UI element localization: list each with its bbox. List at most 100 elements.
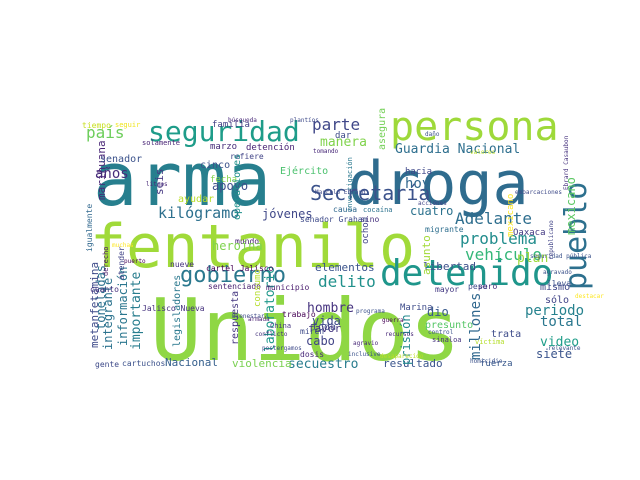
cloud-word: fentanilo [90, 212, 415, 282]
cloud-word: problema [460, 229, 537, 248]
cloud-word: operaciones [232, 154, 243, 220]
cloud-word: Ebrard Casaubon [563, 135, 570, 190]
cloud-word: tiempo [82, 121, 111, 130]
cloud-word: metanfetamina [88, 262, 101, 348]
cloud-word: armada [248, 316, 270, 323]
cloud-word: dosis [300, 350, 324, 359]
cloud-word: respuesta [230, 291, 241, 345]
cloud-word: legisladores [172, 275, 183, 347]
cloud-word: periodo [525, 303, 584, 319]
cloud-word: fecha [210, 175, 237, 185]
cloud-word: municipio [266, 283, 310, 292]
cloud-word: Oaxaca [513, 228, 546, 238]
cloud-word: lleva [547, 279, 571, 288]
cloud-word: toneladas [94, 265, 108, 330]
cloud-word: cartel Jalisco [206, 264, 274, 273]
cloud-word: mundo [235, 237, 259, 246]
cloud-word: resultado [383, 357, 443, 370]
cloud-word: seguridad [148, 115, 300, 148]
cloud-word: trata [491, 329, 521, 340]
cloud-word: vehículo [465, 245, 542, 264]
cloud-word: Marina [400, 303, 433, 313]
cloud-word: Secretaría [310, 181, 430, 205]
cloud-word: sinaloa [432, 336, 462, 344]
cloud-word: hacia [405, 167, 432, 177]
cloud-word: sentenciado [208, 282, 261, 291]
cloud-word: atender [117, 246, 126, 280]
cloud-word: refiere [230, 152, 264, 161]
cloud-word: siete [536, 347, 572, 361]
cloud-word: seguir [115, 121, 140, 129]
cloud-word: cuatro [410, 204, 453, 218]
cloud-word: información [116, 267, 130, 346]
cloud-word: cuanto [90, 285, 119, 294]
cloud-word: vida [312, 314, 341, 328]
cloud-word: sino [360, 215, 379, 224]
cloud-word: toda [312, 322, 336, 333]
cloud-word: pero [478, 282, 497, 291]
cloud-word: marihuana [95, 140, 108, 200]
cloud-word: inclusive [348, 351, 381, 358]
cloud-word: investigación [346, 157, 354, 212]
cloud-word: conflicto [255, 331, 288, 338]
cloud-word: delito [318, 272, 376, 291]
cloud-word: plan [517, 251, 548, 266]
cloud-word: jóvenes [262, 207, 313, 221]
cloud-word: desaparecido [380, 353, 424, 360]
cloud-word: violencia [232, 357, 292, 370]
cloud-word: mayor [435, 285, 459, 294]
cloud-word: elementos [315, 261, 375, 274]
cloud-word: Marcelo Ebrard [315, 189, 366, 196]
cloud-word: mexicano [564, 177, 578, 235]
cloud-word: ayudar [178, 194, 214, 205]
cloud-word: puerto [124, 258, 146, 265]
cloud-word: familia [212, 120, 250, 130]
cloud-word: asegura [377, 108, 388, 150]
cloud-word: sólo [545, 294, 569, 306]
cloud-word: fuerza [480, 359, 513, 369]
cloud-word: laboratorio [263, 266, 278, 352]
cloud-word: Ejército [280, 165, 328, 177]
cloud-word: cabo [306, 334, 335, 348]
cloud-word: postergamos [262, 345, 302, 352]
cloud-word: Nacional [165, 356, 218, 369]
cloud-word: tomando [313, 148, 339, 155]
cloud-word: detenido [380, 253, 553, 294]
cloud-word: seguridad pública [530, 253, 592, 260]
cloud-word: años [95, 166, 129, 182]
cloud-word: favor [308, 322, 341, 335]
cloud-word: Adelante [455, 209, 532, 228]
cloud-word: senador Graham [300, 215, 368, 224]
cloud-word: millones [468, 293, 484, 360]
cloud-word: marzo [210, 142, 237, 152]
cloud-word: igualmente [85, 204, 94, 252]
cloud-word: detención [246, 142, 295, 153]
cloud-word: plantíos [290, 117, 319, 124]
cloud-word: Jalisco Nueva [142, 304, 205, 313]
cloud-word: libertad [423, 260, 476, 273]
cloud-word: control [428, 329, 454, 336]
cloud-word: apoyo [212, 179, 248, 193]
cloud-word: nueve [170, 260, 194, 269]
cloud-word: Guardia Nacional [395, 142, 520, 157]
cloud-word: derecho [102, 246, 110, 276]
cloud-word: parte [312, 115, 360, 134]
cloud-word: litros [146, 181, 168, 188]
cloud-word: mismo [540, 282, 570, 293]
cloud-word: país [86, 123, 125, 142]
cloud-word: cartuchos [122, 359, 166, 368]
cloud-word: arma [93, 137, 271, 223]
cloud-word: Unidos [150, 281, 461, 381]
cloud-word: senador [100, 154, 142, 165]
cloud-word: guerra [382, 317, 404, 324]
cloud-word: droga [348, 149, 529, 219]
cloud-word: recursos [385, 331, 414, 338]
cloud-word: trabajo [282, 310, 316, 319]
cloud-word: pueblo [559, 182, 594, 290]
cloud-word: secuestro [288, 357, 358, 372]
cloud-word: miren [300, 327, 324, 336]
cloud-word: China [270, 322, 291, 330]
cloud-word: agravio [353, 340, 379, 347]
